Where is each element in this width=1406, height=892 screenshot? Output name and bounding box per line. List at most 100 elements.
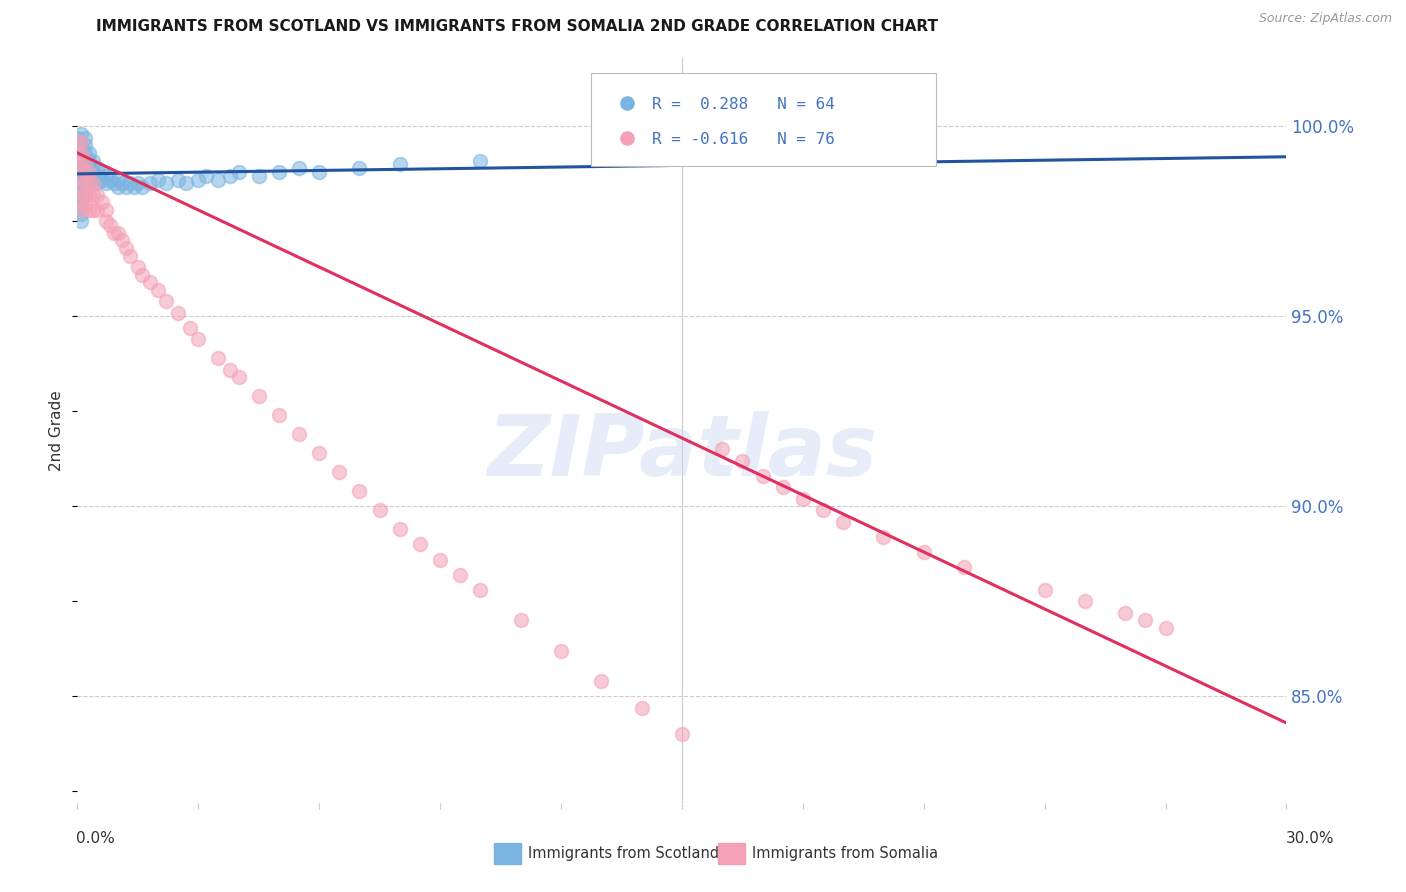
Point — [103, 226, 125, 240]
Point — [70, 207, 93, 221]
Point — [1114, 606, 1136, 620]
Point — [70, 184, 93, 198]
Point — [127, 177, 149, 191]
Bar — [495, 843, 522, 863]
FancyBboxPatch shape — [592, 73, 936, 166]
Point — [429, 552, 451, 566]
Point — [75, 138, 97, 153]
Point — [79, 165, 101, 179]
Point — [247, 389, 270, 403]
Point — [66, 157, 89, 171]
Point — [114, 241, 136, 255]
Point — [146, 283, 169, 297]
Point — [267, 408, 290, 422]
Point — [711, 442, 734, 457]
Point — [308, 165, 330, 179]
Point — [75, 184, 97, 198]
Point — [79, 146, 101, 161]
Point — [86, 177, 108, 191]
Point — [79, 153, 101, 168]
Point — [94, 202, 117, 217]
Point — [79, 187, 101, 202]
Bar — [718, 843, 745, 863]
Point — [449, 567, 471, 582]
Point — [82, 187, 104, 202]
Point — [630, 700, 652, 714]
Point — [228, 370, 250, 384]
Point — [79, 177, 101, 191]
Point — [66, 146, 89, 161]
Point — [66, 157, 89, 171]
Point — [70, 135, 93, 149]
Point — [75, 161, 97, 176]
Point — [509, 614, 531, 628]
Point — [70, 214, 93, 228]
Point — [75, 187, 97, 202]
Point — [1154, 621, 1177, 635]
Point — [75, 177, 97, 191]
Point — [98, 172, 121, 186]
Point — [70, 157, 93, 171]
Point — [118, 177, 141, 191]
Point — [82, 202, 104, 217]
Point — [591, 674, 613, 689]
Point — [219, 362, 242, 376]
Point — [79, 177, 101, 191]
Point — [75, 169, 97, 183]
Point — [470, 582, 492, 597]
Point — [70, 169, 93, 183]
Text: 30.0%: 30.0% — [1286, 831, 1334, 846]
Point — [82, 153, 104, 168]
Point — [953, 560, 976, 574]
Point — [912, 545, 935, 559]
Text: ZIPatlas: ZIPatlas — [486, 411, 877, 494]
Point — [103, 177, 125, 191]
Point — [98, 218, 121, 232]
Point — [368, 503, 391, 517]
Point — [1033, 582, 1056, 597]
Point — [219, 169, 242, 183]
Point — [107, 226, 129, 240]
Point — [70, 169, 93, 183]
Point — [550, 644, 572, 658]
Point — [1135, 614, 1157, 628]
Point — [111, 233, 134, 247]
Point — [82, 165, 104, 179]
Point — [94, 214, 117, 228]
Point — [167, 305, 190, 319]
Point — [118, 249, 141, 263]
Point — [187, 172, 209, 186]
Point — [70, 146, 93, 161]
Text: Immigrants from Somalia: Immigrants from Somalia — [752, 846, 938, 861]
Point — [146, 172, 169, 186]
Text: Immigrants from Scotland: Immigrants from Scotland — [529, 846, 720, 861]
Point — [167, 172, 190, 186]
Point — [139, 275, 162, 289]
Point — [388, 157, 411, 171]
Text: R = -0.616   N = 76: R = -0.616 N = 76 — [652, 132, 835, 146]
Point — [75, 199, 97, 213]
Point — [79, 202, 101, 217]
Point — [131, 268, 153, 282]
Point — [349, 161, 371, 176]
Point — [122, 180, 145, 194]
Point — [70, 202, 93, 217]
Point — [90, 165, 112, 179]
Point — [731, 454, 754, 468]
Point — [70, 192, 93, 206]
Point — [207, 351, 229, 366]
Point — [75, 146, 97, 161]
Point — [66, 135, 89, 149]
Point — [90, 195, 112, 210]
Point — [288, 161, 311, 176]
Point — [107, 172, 129, 186]
Point — [832, 515, 855, 529]
Point — [79, 161, 101, 176]
Point — [70, 199, 93, 213]
Point — [139, 177, 162, 191]
Point — [288, 427, 311, 442]
Point — [114, 180, 136, 194]
Y-axis label: 2nd Grade: 2nd Grade — [49, 390, 65, 471]
Point — [70, 138, 93, 153]
Point — [1074, 594, 1097, 608]
